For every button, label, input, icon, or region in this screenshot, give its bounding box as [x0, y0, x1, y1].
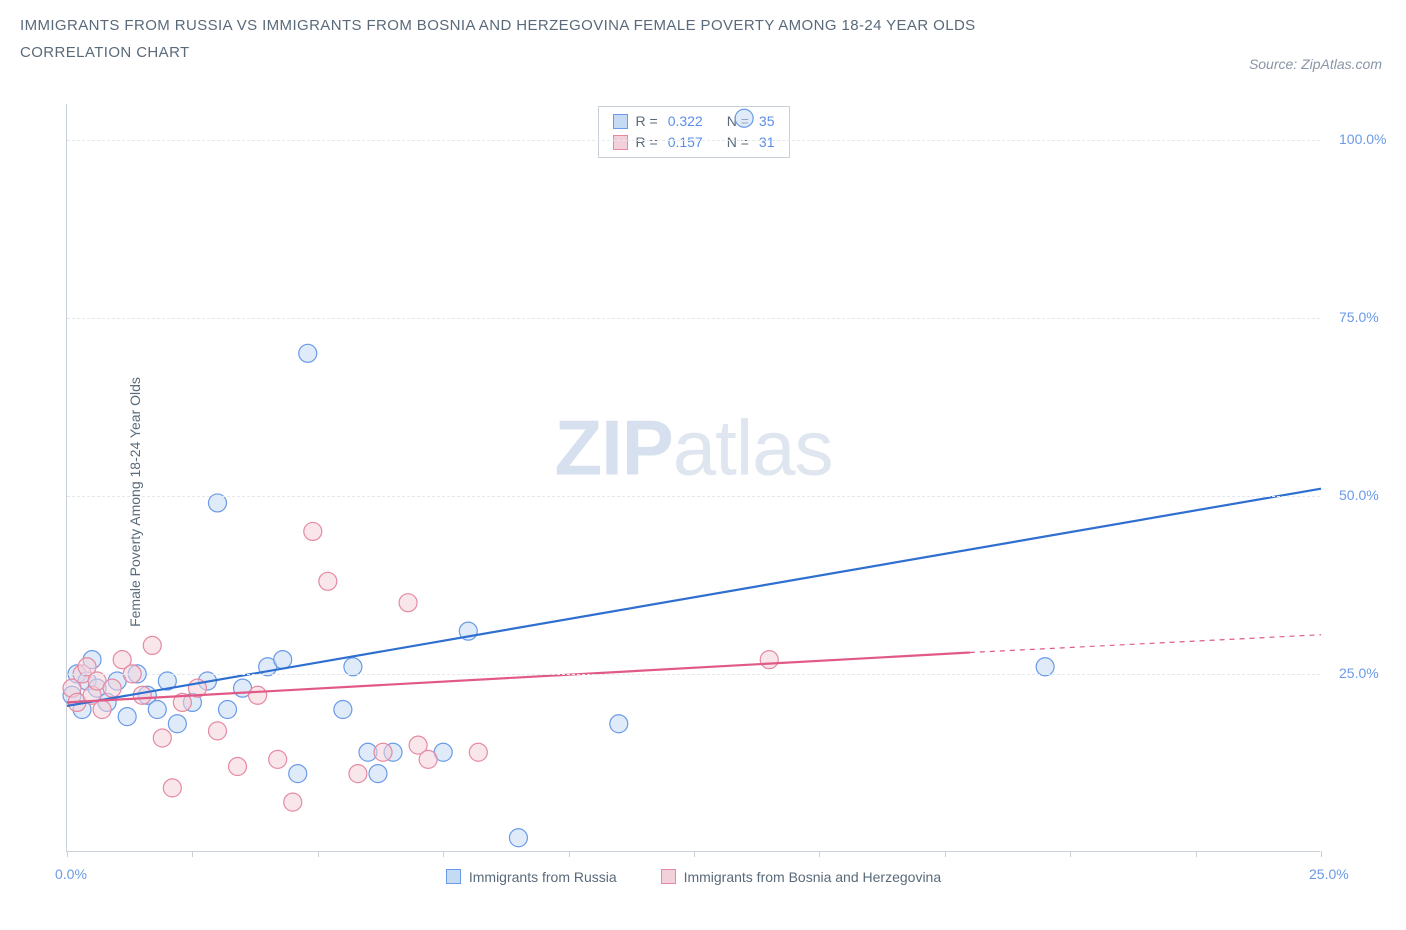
- chart-title-2: CORRELATION CHART: [20, 39, 1386, 66]
- swatch-russia-2: [446, 869, 461, 884]
- plot-area: ZIPatlas R = 0.322 N = 35 R = 0.157 N = …: [66, 104, 1320, 852]
- legend-item-russia: Immigrants from Russia: [446, 869, 617, 885]
- chart-container: Female Poverty Among 18-24 Year Olds ZIP…: [20, 92, 1386, 912]
- legend-item-bosnia: Immigrants from Bosnia and Herzegovina: [661, 869, 942, 885]
- chart-title-1: IMMIGRANTS FROM RUSSIA VS IMMIGRANTS FRO…: [20, 12, 1386, 39]
- swatch-bosnia-2: [661, 869, 676, 884]
- source-attribution: Source: ZipAtlas.com: [1249, 56, 1382, 72]
- series-legend: Immigrants from Russia Immigrants from B…: [67, 869, 1320, 888]
- scatter-svg: [67, 104, 1320, 851]
